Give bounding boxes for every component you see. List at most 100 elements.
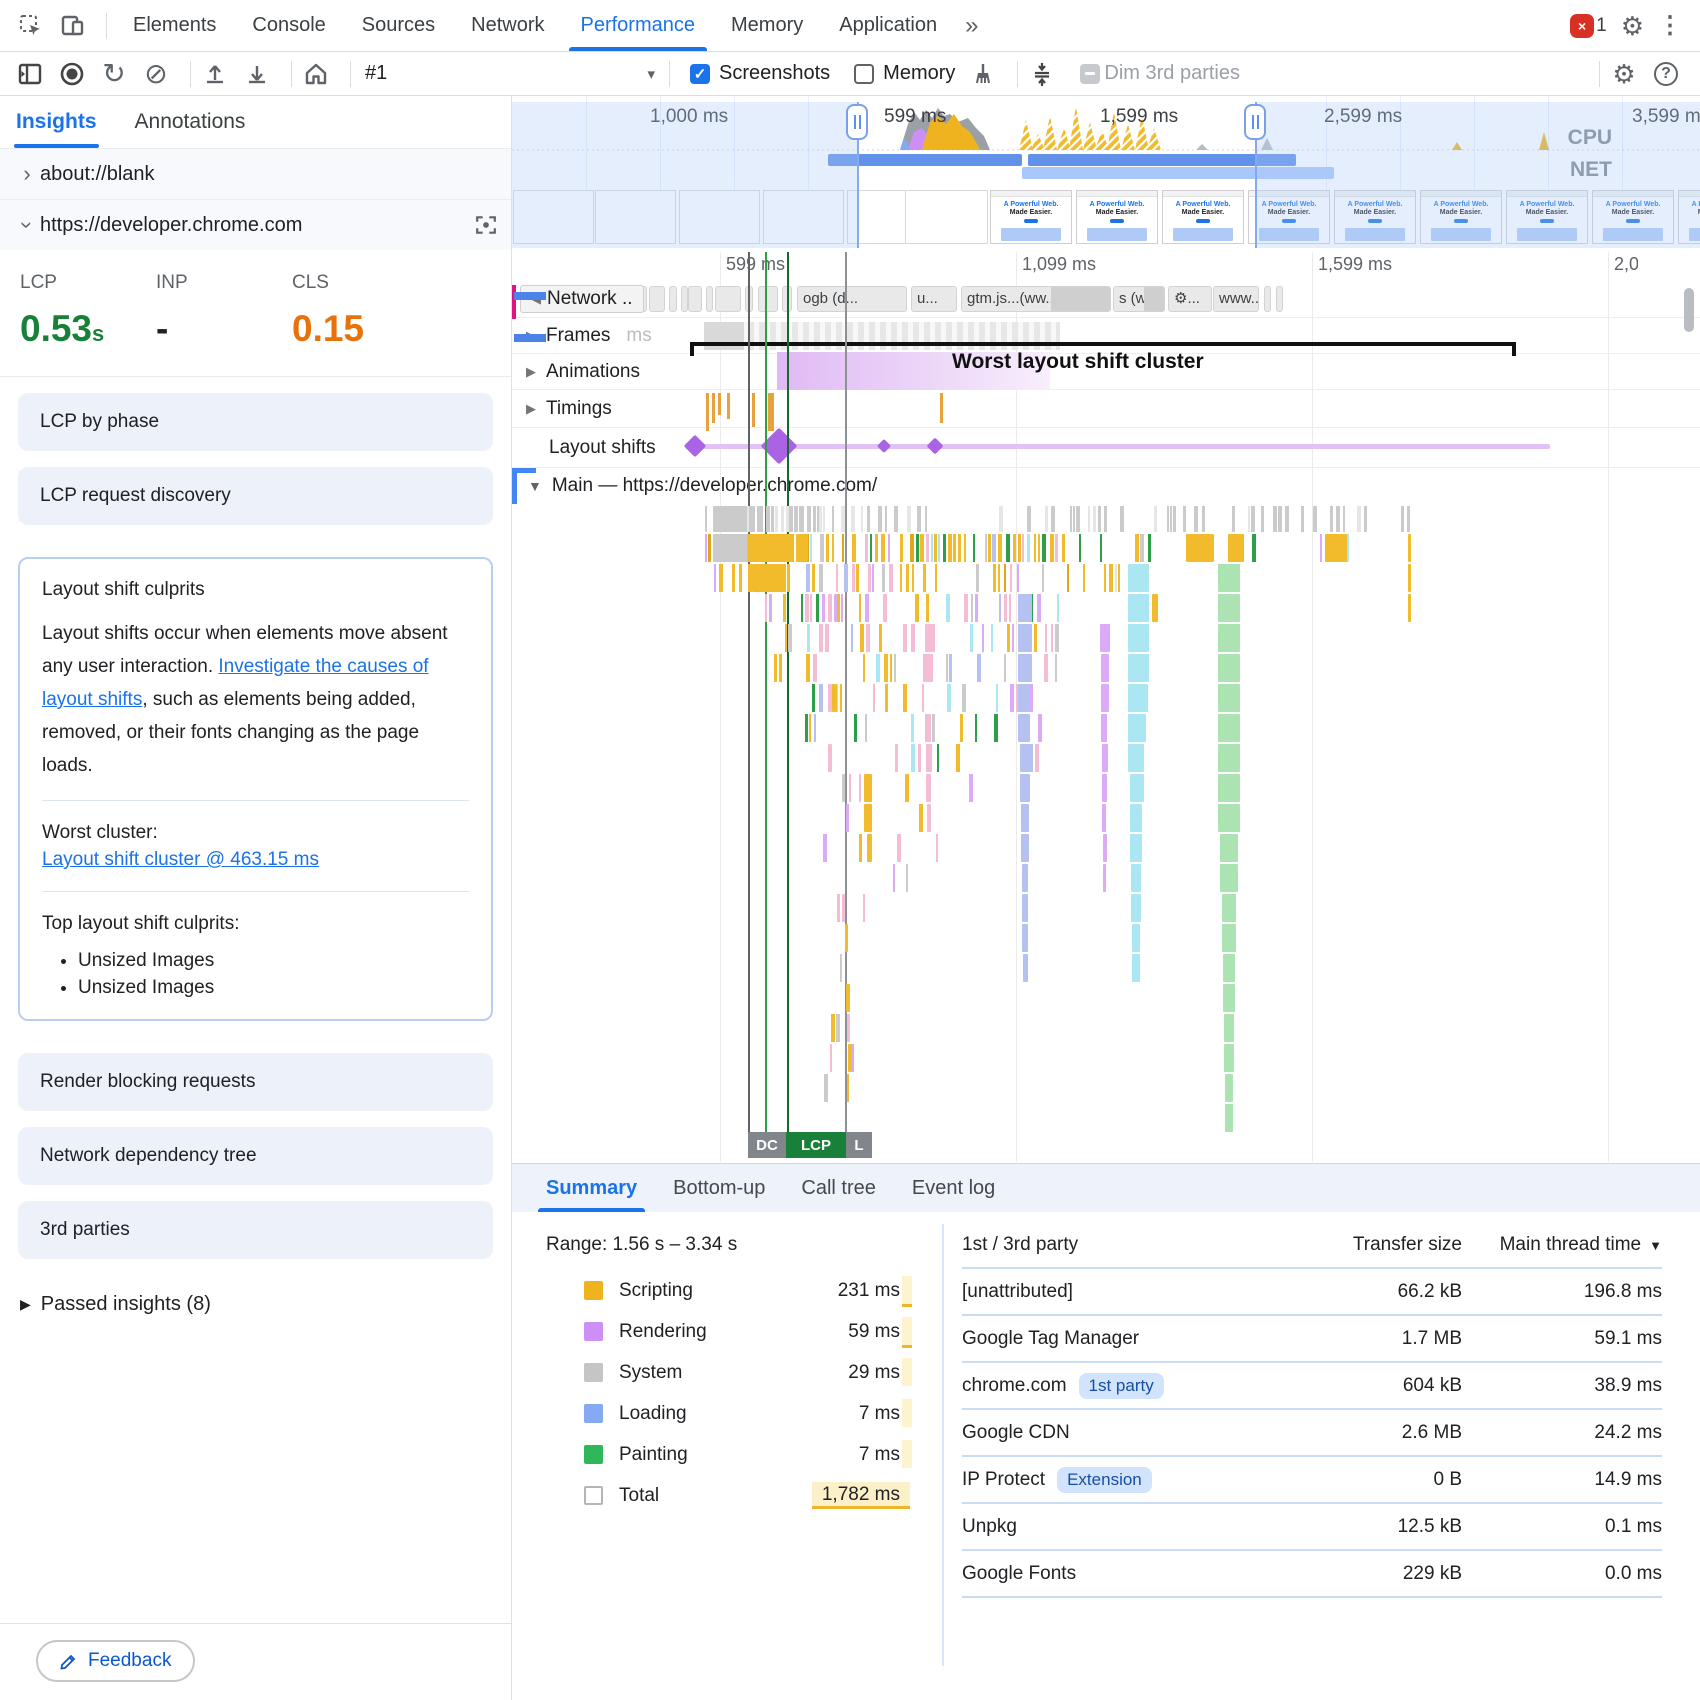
network-request-chip[interactable]: u... xyxy=(911,286,957,312)
inspect-element-icon[interactable] xyxy=(14,9,48,43)
network-request-chip[interactable] xyxy=(1276,286,1283,312)
inspect-frame-icon[interactable] xyxy=(475,214,497,236)
table-row[interactable]: Google Tag Manager 1.7 MB 59.1 ms xyxy=(962,1316,1662,1363)
flame-strip xyxy=(747,506,750,532)
passed-insights-toggle[interactable]: ▶ Passed insights (8) xyxy=(0,1275,511,1316)
network-request-chip[interactable]: ⚙... xyxy=(1168,286,1212,312)
network-request-chip[interactable] xyxy=(1264,286,1271,312)
sidebar-tab-insights[interactable]: Insights xyxy=(14,96,99,148)
screenshots-checkbox[interactable]: ✓ Screenshots xyxy=(690,62,830,85)
memory-checkbox[interactable]: Memory xyxy=(854,62,955,85)
record-icon[interactable] xyxy=(56,58,88,90)
feedback-button[interactable]: Feedback xyxy=(36,1640,196,1682)
filmstrip-screenshot[interactable]: A Powerful Web.Made Easier. xyxy=(1334,190,1416,244)
network-request-chip[interactable]: www... xyxy=(1213,286,1259,312)
network-request-chip[interactable] xyxy=(715,286,741,312)
tab-sources[interactable]: Sources xyxy=(361,14,436,36)
table-row[interactable]: [unattributed] 66.2 kB 196.8 ms xyxy=(962,1269,1662,1316)
bottom-tab-call-tree[interactable]: Call tree xyxy=(801,1176,876,1199)
col-time-header[interactable]: Main thread time ▼ xyxy=(1499,1233,1662,1255)
table-row[interactable]: Google Fonts 229 kB 0.0 ms xyxy=(962,1551,1662,1598)
network-request-chip[interactable]: gtm.js...(ww... xyxy=(961,286,1111,312)
table-row[interactable]: Google CDN 2.6 MB 24.2 ms xyxy=(962,1410,1662,1457)
tab-network[interactable]: Network xyxy=(471,14,545,36)
filmstrip-screenshot[interactable]: A Powerful Web.Made Easier. xyxy=(990,190,1072,244)
reload-record-icon[interactable]: ↻ xyxy=(102,57,126,89)
investigate-link[interactable]: Investigate the causes of layout shifts xyxy=(42,656,429,710)
col-party-header[interactable]: 1st / 3rd party xyxy=(962,1233,1079,1255)
tab-application[interactable]: Application xyxy=(839,14,938,36)
help-icon[interactable]: ? xyxy=(1650,58,1682,90)
network-request-chip[interactable] xyxy=(706,286,713,312)
tab-memory[interactable]: Memory xyxy=(731,14,804,36)
home-icon[interactable] xyxy=(300,58,332,90)
network-request-chip[interactable]: s (w. xyxy=(1113,286,1165,312)
main-thread-header[interactable]: ▼ Main — https://developer.chrome.com/ xyxy=(512,468,1700,504)
toggle-sidebar-icon[interactable] xyxy=(14,58,46,90)
screenshots-label: Screenshots xyxy=(719,62,831,84)
network-request-chip[interactable] xyxy=(649,286,665,312)
insight-card[interactable]: LCP by phase xyxy=(18,393,493,451)
table-row[interactable]: Unpkg 12.5 kB 0.1 ms xyxy=(962,1504,1662,1551)
tab-performance[interactable]: Performance xyxy=(563,0,714,51)
history-select[interactable]: #1 ▾ xyxy=(365,62,655,85)
more-tabs-icon[interactable]: » xyxy=(965,11,979,39)
tab-console[interactable]: Console xyxy=(252,14,326,36)
settings-gear-icon[interactable]: ⚙ xyxy=(1620,10,1644,41)
layout-shift-culprits-card[interactable]: Layout shift culprits Layout shifts occu… xyxy=(18,557,493,1021)
network-request-chip[interactable]: ogb (d... xyxy=(797,286,907,312)
download-profile-icon[interactable] xyxy=(241,58,273,90)
bottom-tab-bottom-up[interactable]: Bottom-up xyxy=(673,1176,766,1199)
filmstrip-screenshot[interactable]: A Powerful Web.Made Easier. xyxy=(1248,190,1330,244)
garbage-collect-icon[interactable] xyxy=(967,58,999,90)
flame-strip xyxy=(767,506,770,532)
panel-settings-gear-icon[interactable]: ⚙ xyxy=(1612,58,1636,89)
overview-window-handle[interactable] xyxy=(1244,104,1266,140)
sidebar-nav-item[interactable]: › about://blank xyxy=(0,148,511,199)
insight-card[interactable]: Network dependency tree xyxy=(18,1127,493,1185)
device-toolbar-icon[interactable] xyxy=(56,9,90,43)
layout-shift-diamond[interactable] xyxy=(683,434,707,458)
network-request-chip[interactable] xyxy=(758,286,778,312)
network-track-label[interactable]: ◀Network .. xyxy=(520,285,644,313)
ruler-time-label: 2,099 ms xyxy=(1614,254,1638,274)
network-request-chip[interactable] xyxy=(669,286,677,312)
overview-window-handle[interactable] xyxy=(846,104,868,140)
filmstrip-screenshot[interactable]: A Powerful Web.Made Easier. xyxy=(1506,190,1588,244)
track-network[interactable]: ogb (d... u... gtm.js...(ww... s (w. ⚙... www… xyxy=(512,282,1700,318)
bottom-tab-summary[interactable]: Summary xyxy=(528,1164,655,1212)
dim-3rd-parties-toggle[interactable] xyxy=(1080,63,1101,84)
col-size-header[interactable]: Transfer size xyxy=(1352,1233,1462,1255)
table-row[interactable]: chrome.com 1st party 604 kB 38.9 ms xyxy=(962,1363,1662,1410)
devtools-tabbar: Elements Console Sources Network Performance… xyxy=(0,0,1700,52)
filmstrip-screenshot[interactable]: A Powerful Web.Made Easier. xyxy=(1420,190,1502,244)
flame-strip xyxy=(1261,506,1264,532)
error-badge-icon[interactable]: × xyxy=(1570,13,1595,38)
filmstrip-screenshot[interactable]: A Powerful Web.Made Easier. xyxy=(1678,190,1700,244)
vertical-scrollbar[interactable] xyxy=(1684,288,1694,332)
filmstrip-screenshot[interactable]: A Powerful Web.Made Easier. xyxy=(1076,190,1158,244)
table-row[interactable]: IP Protect Extension 0 B 14.9 ms xyxy=(962,1457,1662,1504)
worst-cluster-link[interactable]: Layout shift cluster @ 463.15 ms xyxy=(42,849,319,870)
layout-shift-diamond[interactable] xyxy=(926,437,944,455)
filmstrip-screenshot[interactable]: A Powerful Web.Made Easier. xyxy=(1162,190,1244,244)
sidebar-nav-item[interactable]: › https://developer.chrome.com xyxy=(0,199,511,250)
insight-card[interactable]: LCP request discovery xyxy=(18,467,493,525)
filmstrip-screenshot[interactable]: A Powerful Web.Made Easier. xyxy=(1592,190,1674,244)
tab-elements[interactable]: Elements xyxy=(133,14,217,36)
flame-block xyxy=(1223,984,1235,1012)
upload-profile-icon[interactable] xyxy=(199,58,231,90)
insight-card[interactable]: 3rd parties xyxy=(18,1201,493,1259)
clear-icon[interactable]: ⊘ xyxy=(144,57,168,89)
layout-shift-diamond[interactable] xyxy=(876,438,892,454)
flame-strip xyxy=(922,684,924,712)
collapse-tracks-icon[interactable] xyxy=(1026,58,1058,90)
bottom-tab-event-log[interactable]: Event log xyxy=(911,1176,996,1199)
legend-total-value: 1,782 ms xyxy=(811,1482,910,1509)
kebab-menu-icon[interactable]: ⋮ xyxy=(1658,12,1682,39)
network-request-chip[interactable] xyxy=(688,286,702,312)
sidebar-tab-annotations[interactable]: Annotations xyxy=(134,110,246,133)
insight-card[interactable]: Render blocking requests xyxy=(18,1053,493,1111)
flame-strip xyxy=(897,834,901,862)
network-request-chip[interactable] xyxy=(681,286,688,312)
